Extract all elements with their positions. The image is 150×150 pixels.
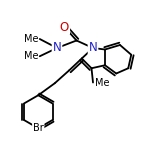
Text: Br: Br <box>33 123 44 133</box>
Text: N: N <box>89 42 97 54</box>
Text: N: N <box>53 42 61 54</box>
Text: Me: Me <box>94 78 109 87</box>
Text: Me: Me <box>24 34 38 44</box>
Text: Me: Me <box>24 51 38 61</box>
Text: O: O <box>60 21 69 33</box>
